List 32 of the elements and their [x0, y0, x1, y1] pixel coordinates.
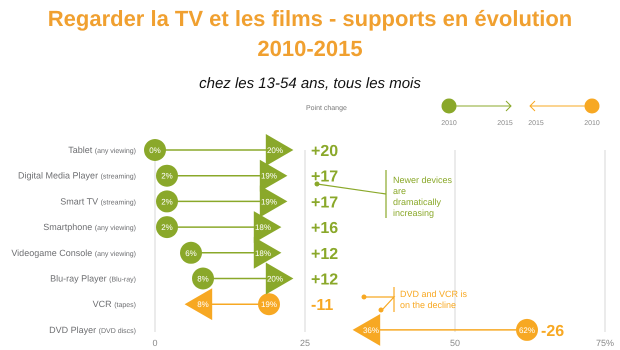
data-label: 2%	[161, 172, 173, 181]
annotation: DVD and VCR is on the decline	[400, 289, 468, 310]
data-label: 0%	[149, 146, 161, 155]
data-label: 36%	[362, 326, 380, 335]
data-label: 2%	[161, 223, 173, 232]
data-label: 62%	[518, 326, 536, 335]
annotation: +20	[311, 143, 338, 160]
data-label: 2%	[161, 197, 173, 206]
data-label: 19%	[260, 300, 278, 310]
data-label: 18%	[254, 248, 272, 258]
x-tick-label: 0	[152, 338, 158, 348]
data-label: 19%	[260, 197, 278, 206]
annotation: +17	[311, 194, 338, 212]
annotation: -26	[541, 322, 564, 340]
data-label: 20%	[266, 274, 284, 284]
annotation: +16	[311, 220, 338, 238]
data-label: 19%	[260, 172, 278, 181]
data-label: 18%	[254, 223, 272, 232]
data-label: 6%	[185, 248, 197, 258]
annotation: -11	[311, 297, 334, 314]
chart-subtitle: chez les 13-54 ans, tous les mois	[199, 75, 422, 92]
data-label: 8%	[197, 274, 209, 284]
data-label: 8%	[197, 300, 209, 310]
x-tick-label: 25	[300, 338, 310, 348]
annotation: +12	[311, 246, 338, 263]
data-label: 20%	[266, 146, 284, 155]
annotation: Newer devices are dramatically increasing	[393, 175, 453, 218]
chart-title: Regarder la TV et les films - supports en évolution 2010-2015	[48, 6, 572, 61]
annotation: +12	[311, 272, 338, 288]
x-tick-label: 50	[450, 338, 460, 348]
annotation: +17	[311, 168, 338, 186]
x-tick-label: 75%	[596, 338, 614, 348]
